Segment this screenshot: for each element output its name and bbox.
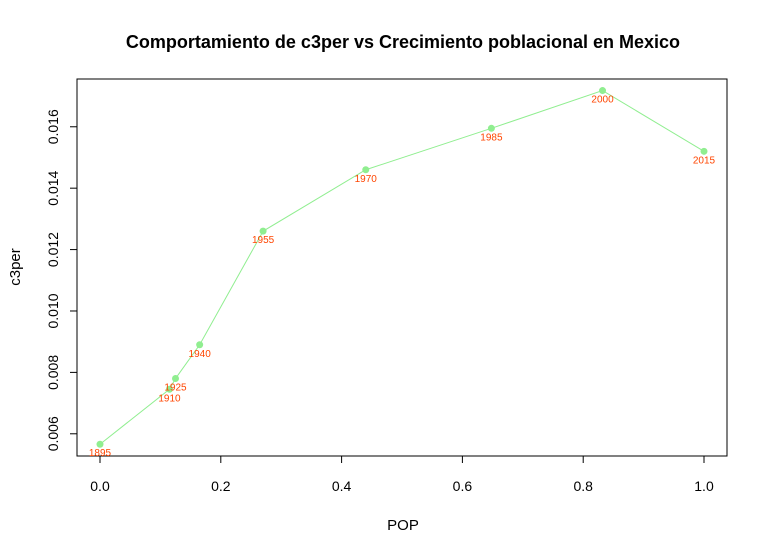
- data-point: [362, 166, 370, 174]
- x-tick-label: 0.2: [211, 478, 231, 494]
- data-label: 2000: [591, 95, 614, 106]
- data-label: 1970: [355, 174, 378, 185]
- y-tick-label: 0.012: [45, 232, 61, 267]
- data-label: 1955: [252, 235, 275, 246]
- x-tick-label: 0.6: [453, 478, 473, 494]
- series-line: [99, 89, 705, 445]
- data-label: 1940: [189, 349, 212, 360]
- y-tick-label: 0.014: [45, 170, 61, 205]
- y-tick-label: 0.016: [45, 109, 61, 144]
- x-tick-label: 0.4: [332, 478, 352, 494]
- x-tick-label: 1.0: [694, 478, 714, 494]
- y-axis: 0.006 0.008 0.010 0.012 0.014 0.016: [45, 109, 78, 451]
- x-axis: 0.0 0.2 0.4 0.6 0.8 1.0: [90, 455, 714, 494]
- data-point: [259, 227, 267, 235]
- chart-title: Comportamiento de c3per vs Crecimiento p…: [126, 32, 680, 52]
- data-point: [96, 440, 104, 448]
- data-point: [165, 385, 173, 393]
- data-label: 1895: [89, 448, 112, 459]
- data-label: 1925: [164, 383, 187, 394]
- y-tick-label: 0.006: [45, 416, 61, 451]
- data-label: 1910: [158, 393, 181, 404]
- y-tick-label: 0.008: [45, 355, 61, 390]
- data-point: [196, 341, 204, 349]
- x-tick-label: 0.0: [90, 478, 110, 494]
- data-label: 2015: [693, 155, 716, 166]
- data-point: [172, 375, 179, 383]
- x-tick-label: 0.8: [573, 478, 593, 494]
- data-label: 1985: [480, 132, 503, 143]
- y-tick-label: 0.010: [45, 293, 61, 328]
- data-point: [487, 124, 495, 132]
- data-point: [700, 147, 708, 155]
- y-axis-label: c3per: [7, 248, 24, 286]
- x-axis-label: POP: [387, 517, 419, 534]
- data-point: [599, 87, 607, 95]
